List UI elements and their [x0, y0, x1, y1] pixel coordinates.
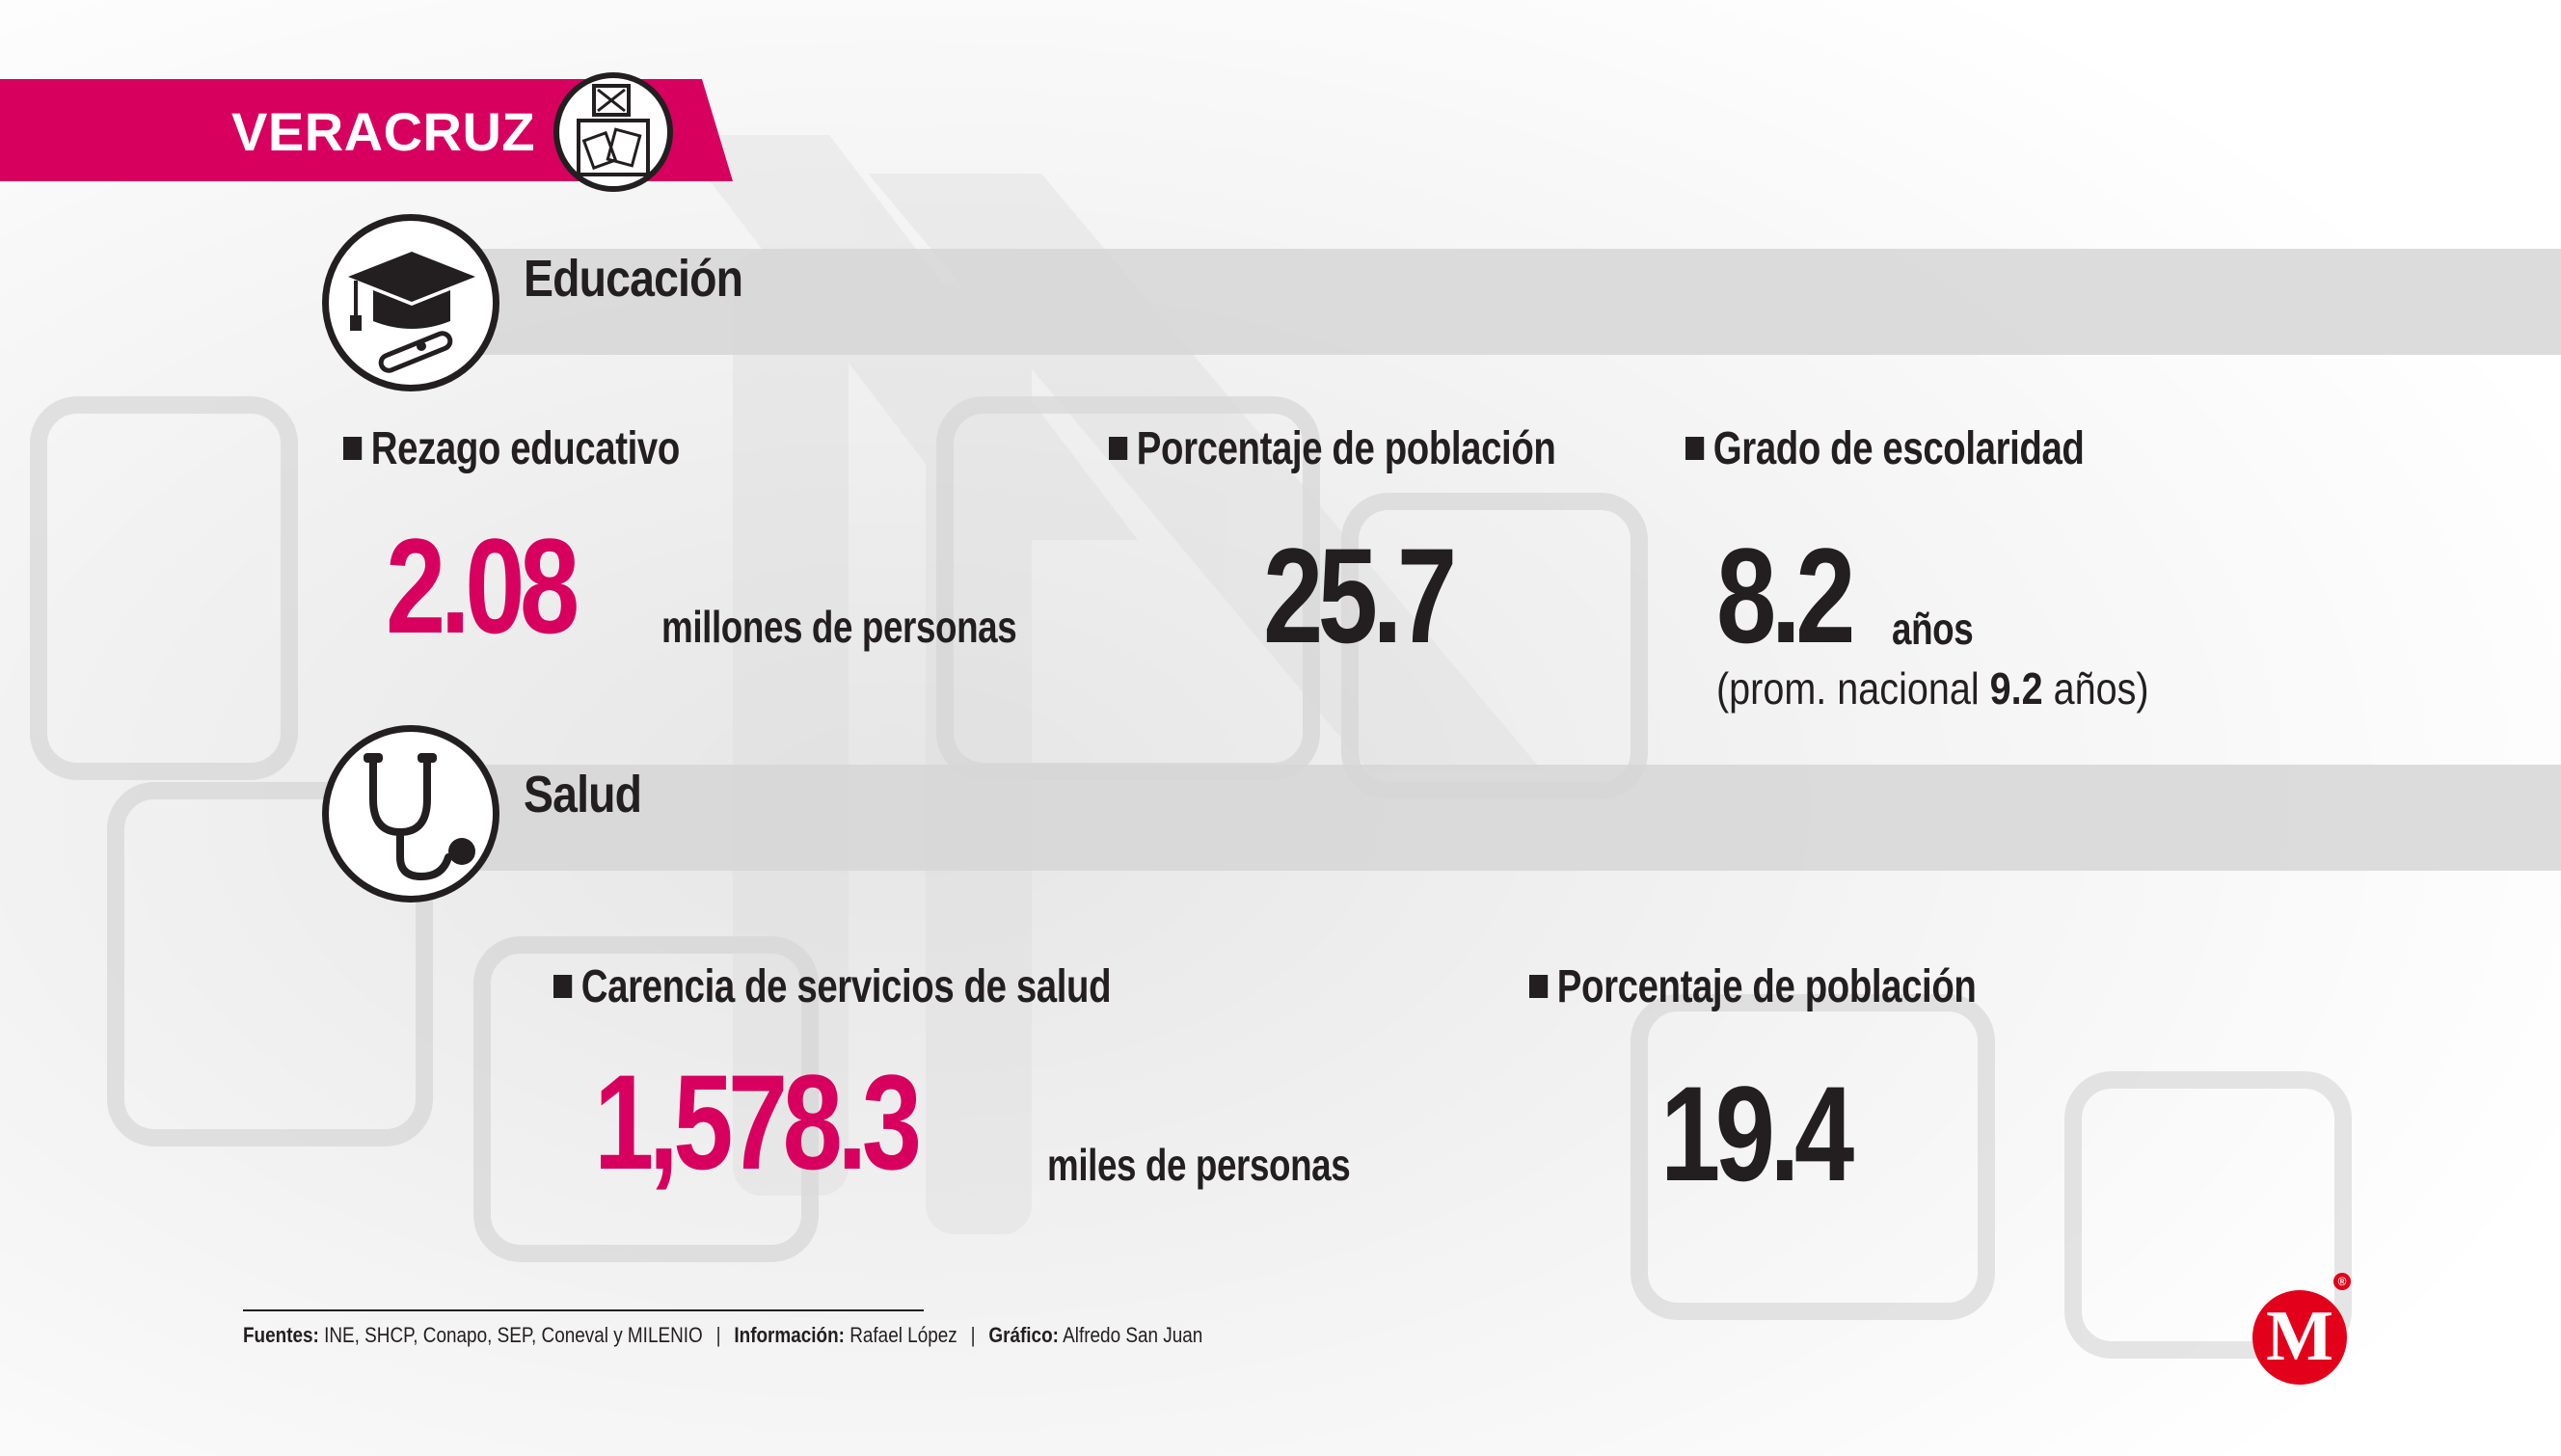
separator: |	[970, 1323, 976, 1347]
stat-label-text: Carencia de servicios de salud	[580, 961, 1112, 1012]
stat-value-carencia: 1,578.3	[594, 1046, 922, 1198]
stat-value-rezago: 2.08	[386, 510, 580, 661]
education-section-title: Educación	[524, 250, 743, 308]
registered-mark: ®	[2333, 1273, 2351, 1290]
logo-letter: M	[2266, 1297, 2333, 1376]
note-suffix: años)	[2042, 663, 2149, 714]
info-text: Rafael López	[849, 1323, 957, 1347]
graphic-label: Gráfico:	[988, 1323, 1059, 1347]
education-section-bar	[424, 249, 2561, 355]
note-prefix: (prom. nacional	[1716, 663, 1990, 714]
stat-value-escolaridad: 8.2	[1716, 520, 1855, 671]
stat-value-porcentaje-edu: 25.7	[1263, 520, 1457, 671]
ballot-box-icon	[553, 72, 673, 192]
bullet-marker	[343, 437, 363, 460]
national-average-note: (prom. nacional 9.2 años)	[1716, 661, 2149, 715]
stat-label-text: Rezago educativo	[370, 423, 680, 474]
stat-unit-escolaridad: años	[1892, 604, 1974, 654]
bullet-marker	[553, 975, 573, 998]
footer-divider	[243, 1309, 924, 1311]
stat-value-porcentaje-salud: 19.4	[1660, 1058, 1854, 1209]
bullet-marker	[1109, 437, 1128, 460]
stat-label-text: Grado de escolaridad	[1712, 423, 2085, 474]
info-label: Información:	[734, 1323, 845, 1347]
stat-label-escolaridad: Grado de escolaridad	[1685, 420, 2085, 478]
stat-unit-carencia: miles de personas	[1047, 1140, 1351, 1190]
stat-label-porcentaje-edu: Porcentaje de población	[1109, 420, 1556, 478]
stat-label-carencia: Carencia de servicios de salud	[553, 958, 1112, 1016]
graduation-cap-icon	[322, 214, 499, 391]
stat-unit-rezago: millones de personas	[661, 602, 1017, 652]
milenio-logo-icon: M	[2252, 1290, 2347, 1385]
bullet-marker	[1685, 437, 1705, 460]
stat-label-rezago: Rezago educativo	[343, 420, 680, 478]
stat-label-porcentaje-salud: Porcentaje de población	[1529, 958, 1977, 1016]
bullet-marker	[1529, 975, 1549, 998]
stat-label-text: Porcentaje de población	[1556, 961, 1977, 1012]
sources-text: INE, SHCP, Conapo, SEP, Coneval y MILENI…	[324, 1323, 703, 1347]
graphic-text: Alfredo San Juan	[1063, 1323, 1203, 1347]
footer-credits: Fuentes: INE, SHCP, Conapo, SEP, Coneval…	[243, 1323, 1202, 1348]
stethoscope-icon	[322, 725, 499, 903]
state-title: VERACRUZ	[231, 101, 536, 162]
stat-label-text: Porcentaje de población	[1136, 423, 1556, 474]
sources-label: Fuentes:	[243, 1323, 319, 1347]
health-section-title: Salud	[524, 766, 642, 823]
health-section-bar	[424, 765, 2561, 871]
note-value: 9.2	[1989, 663, 2043, 714]
separator: |	[715, 1323, 721, 1347]
